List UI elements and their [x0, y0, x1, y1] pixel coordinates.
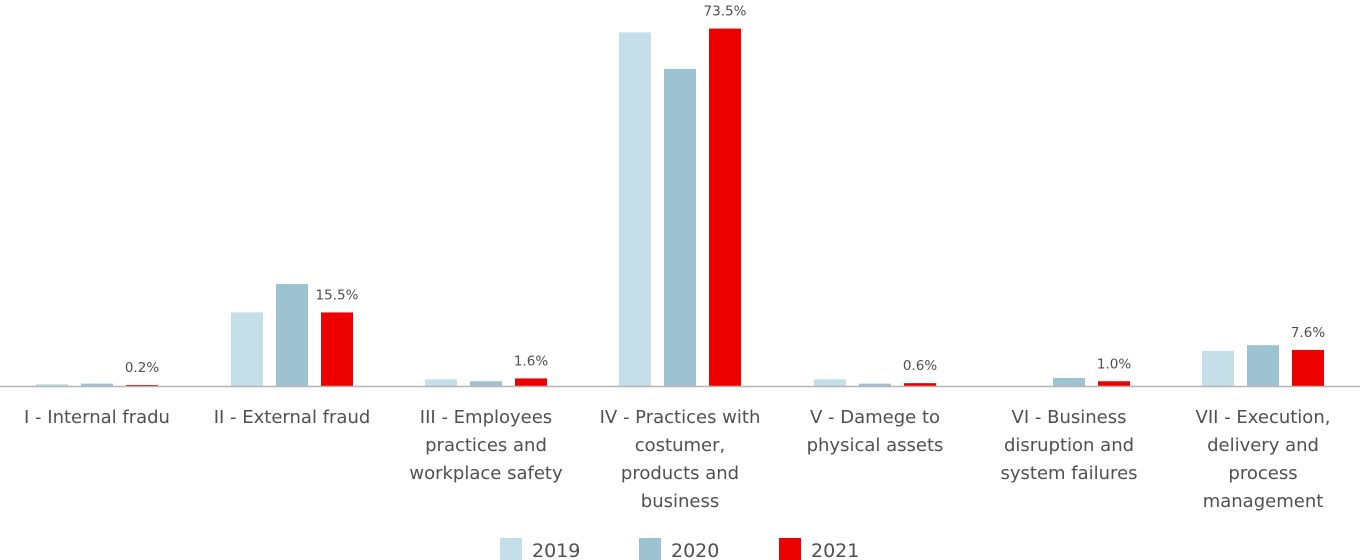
legend-swatch-2019 — [500, 538, 522, 560]
category-label-line: business — [641, 491, 719, 512]
bar-2020-category-7 — [1247, 345, 1279, 386]
category-label-line: workplace safety — [409, 463, 563, 484]
data-label-2021-category-4: 73.5% — [704, 4, 747, 20]
category-label-2: II - External fraud — [214, 407, 371, 428]
bar-2021-category-7 — [1292, 349, 1324, 386]
category-label-3: III - Employees practices and workplace sa… — [409, 407, 563, 484]
category-label-line: process — [1228, 463, 1297, 484]
category-label-line: VI - Business — [1012, 407, 1127, 428]
data-label-2021-category-3: 1.6% — [514, 353, 548, 369]
bar-2019-category-5 — [814, 379, 846, 386]
bar-2020-category-5 — [859, 383, 891, 386]
legend-swatch-2021 — [779, 538, 801, 560]
category-label-4: IV - Practices with costumer, products and… — [600, 407, 761, 512]
data-label-2021-category-7: 7.6% — [1291, 325, 1325, 341]
data-label-2021-category-6: 1.0% — [1097, 356, 1131, 372]
category-label-line: III - Employees — [420, 407, 552, 428]
bar-2020-category-2 — [276, 283, 308, 386]
category-label-line: VII - Execution, — [1196, 407, 1331, 428]
category-label-line: practices and — [425, 435, 547, 456]
category-label-1: I - Internal fradu — [24, 407, 170, 428]
category-labels-group: I - Internal fradu II - External fraud III… — [24, 407, 1330, 512]
category-label-line: IV - Practices with — [600, 407, 761, 428]
category-label-5: V - Damege to physical assets — [807, 407, 944, 456]
bar-2019-category-4 — [619, 32, 651, 387]
category-label-6: VI - Business disruption and system failur… — [1000, 407, 1137, 484]
category-label-line: disruption and — [1004, 435, 1134, 456]
bar-2021-category-3 — [515, 378, 547, 386]
bars-group — [36, 28, 1324, 387]
category-label-line: costumer, — [635, 435, 725, 456]
bar-2019-category-1 — [36, 384, 68, 386]
data-labels-group: 0.2% 15.5% 1.6% 73.5% 0.6% 1.0% 7.6% — [125, 4, 1325, 376]
bar-2019-category-3 — [425, 379, 457, 386]
category-label-line: physical assets — [807, 435, 944, 456]
bar-2020-category-1 — [81, 383, 113, 386]
bar-2021-category-6 — [1098, 381, 1130, 386]
bar-2020-category-6 — [1053, 377, 1085, 386]
bar-2020-category-4 — [664, 68, 696, 386]
category-label-line: delivery and — [1207, 435, 1319, 456]
bar-2019-category-7 — [1202, 350, 1234, 386]
legend-swatch-2020 — [639, 538, 661, 560]
bar-2020-category-3 — [470, 381, 502, 386]
bar-2021-category-2 — [321, 312, 353, 386]
category-label-line: management — [1203, 491, 1324, 512]
data-label-2021-category-5: 0.6% — [903, 358, 937, 374]
category-label-7: VII - Execution, delivery and process manag… — [1196, 407, 1331, 512]
legend: 2019 2020 2021 — [500, 538, 859, 560]
category-label-line: products and — [621, 463, 739, 484]
bar-2021-category-1 — [126, 385, 158, 386]
data-label-2021-category-1: 0.2% — [125, 360, 159, 376]
category-label-line: system failures — [1000, 463, 1137, 484]
data-label-2021-category-2: 15.5% — [316, 287, 359, 303]
legend-label-2019: 2019 — [532, 540, 580, 560]
category-label-line: I - Internal fradu — [24, 407, 170, 428]
category-label-line: V - Damege to — [810, 407, 940, 428]
bar-2021-category-4 — [709, 28, 741, 387]
bar-2021-category-5 — [904, 383, 936, 386]
legend-label-2020: 2020 — [671, 540, 719, 560]
bar-2019-category-2 — [231, 312, 263, 386]
category-label-line: II - External fraud — [214, 407, 371, 428]
legend-label-2021: 2021 — [811, 540, 859, 560]
